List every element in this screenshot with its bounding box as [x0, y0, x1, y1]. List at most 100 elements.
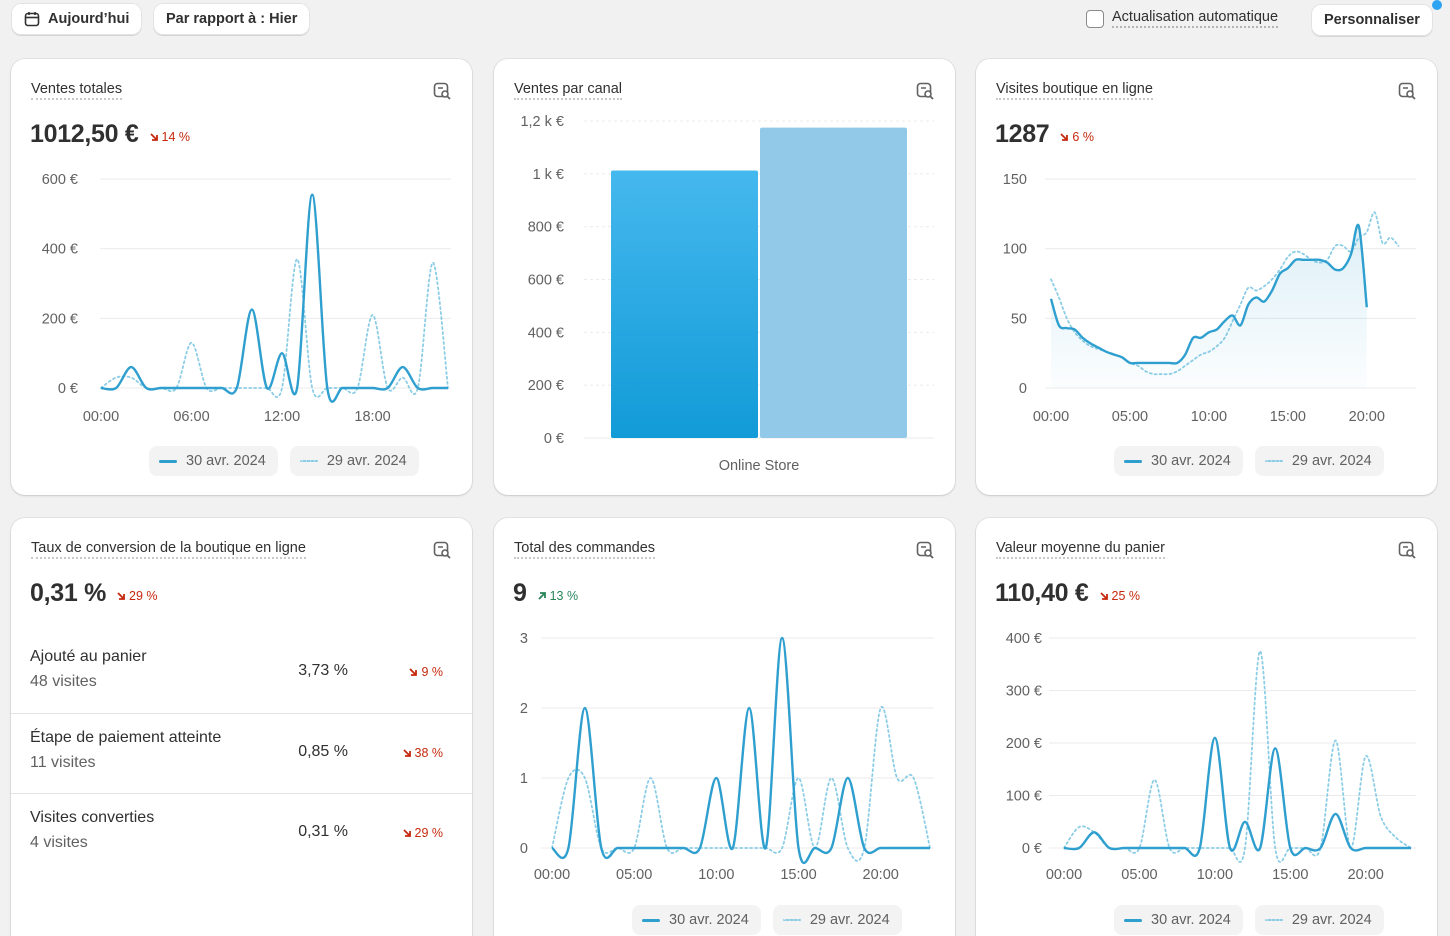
- customize-button[interactable]: Personnaliser: [1311, 4, 1433, 36]
- x-tick-label: 15:00: [1270, 409, 1306, 425]
- y-tick-label: 400 €: [42, 242, 78, 258]
- total-sales-card: Ventes totales 1012,50 € 14 % 0 € 200 € 40…: [11, 59, 472, 495]
- y-tick-label: 0: [520, 841, 528, 857]
- series-line-current: [551, 636, 930, 865]
- funnel-step-delta: 29 %: [402, 826, 444, 840]
- metric-summary: 1287 6 %: [995, 120, 1094, 149]
- compare-button[interactable]: Par rapport à : Hier: [153, 3, 311, 35]
- metric-summary: 1012,50 € 14 %: [30, 120, 190, 149]
- y-tick-label: 0 €: [58, 381, 78, 397]
- legend-previous[interactable]: 29 avr. 2024: [289, 446, 419, 476]
- y-tick-label: 800 €: [528, 220, 564, 236]
- arrow-down-right-icon: [409, 668, 418, 676]
- y-tick-label: 300 €: [1006, 684, 1042, 700]
- date-range-button[interactable]: Aujourd’hui: [11, 3, 143, 35]
- y-tick-label: 1,2 k €: [520, 114, 564, 130]
- explore-report-icon[interactable]: [432, 540, 452, 560]
- legend-previous[interactable]: 29 avr. 2024: [1254, 446, 1384, 476]
- metric-delta-value: 6 %: [1072, 130, 1094, 144]
- y-tick-label: 200 €: [42, 311, 78, 327]
- y-tick-label: 1 k €: [533, 167, 564, 183]
- legend-swatch-solid: [1124, 918, 1142, 922]
- metric-value: 1012,50 €: [30, 120, 139, 148]
- metric-value: 1287: [995, 120, 1050, 148]
- card-title[interactable]: Valeur moyenne du panier: [996, 540, 1166, 559]
- funnel-step-rate: 0,31 %: [298, 823, 348, 840]
- series-line-current: [1049, 223, 1368, 365]
- legend-current-label: 30 avr. 2024: [669, 912, 749, 928]
- metric-summary: 110,40 € 25 %: [995, 579, 1140, 608]
- legend-previous-label: 29 avr. 2024: [326, 453, 407, 469]
- explore-report-icon[interactable]: [1397, 540, 1417, 560]
- y-tick-label: 50: [1011, 311, 1027, 327]
- legend-swatch-solid: [1124, 459, 1142, 463]
- metric-summary: 0,31 % 29 %: [30, 579, 158, 608]
- metric-delta-value: 25 %: [1111, 589, 1141, 603]
- metric-delta: 14 %: [149, 130, 191, 144]
- card-title[interactable]: Ventes par canal: [514, 81, 623, 100]
- calendar-icon: [24, 12, 40, 27]
- card-title[interactable]: Visites boutique en ligne: [996, 81, 1153, 100]
- legend-previous-label: 29 avr. 2024: [1291, 912, 1372, 928]
- funnel-step-name: Ajouté au panier: [30, 648, 147, 665]
- chart-legend: 30 avr. 2024 29 avr. 2024: [632, 905, 902, 935]
- legend-swatch-dotted: [1264, 460, 1283, 462]
- legend-swatch-dotted: [782, 919, 801, 921]
- card-title[interactable]: Ventes totales: [31, 81, 123, 100]
- legend-previous[interactable]: 29 avr. 2024: [1254, 905, 1384, 935]
- legend-current[interactable]: 30 avr. 2024: [632, 905, 761, 935]
- legend-previous-label: 29 avr. 2024: [809, 912, 890, 928]
- auto-refresh-checkbox[interactable]: [1086, 9, 1104, 28]
- x-tick-label: 20:00: [863, 867, 899, 883]
- bar-current: [611, 170, 758, 438]
- auto-refresh-toggle[interactable]: Actualisation automatique: [1086, 9, 1279, 28]
- x-tick-label: 06:00: [173, 409, 209, 425]
- card-title[interactable]: Total des commandes: [514, 540, 656, 559]
- metric-delta: 13 %: [537, 589, 579, 603]
- arrow-up-right-icon: [537, 592, 546, 600]
- explore-report-icon[interactable]: [915, 540, 935, 560]
- arrow-down-right-icon: [402, 829, 411, 837]
- explore-report-icon[interactable]: [1397, 81, 1417, 101]
- x-tick-label: 20:00: [1348, 867, 1384, 883]
- legend-current[interactable]: 30 avr. 2024: [1114, 446, 1243, 476]
- chart-legend: 30 avr. 2024 29 avr. 2024: [1114, 446, 1384, 476]
- metric-value: 110,40 €: [995, 579, 1089, 607]
- funnel-step-rate: 3,73 %: [298, 662, 348, 679]
- legend-current-label: 30 avr. 2024: [1151, 912, 1231, 928]
- arrow-down-right-icon: [149, 133, 158, 141]
- x-tick-label: 10:00: [1191, 409, 1227, 425]
- y-tick-label: 0 €: [1022, 841, 1042, 857]
- funnel-step-delta-value: 9 %: [421, 665, 443, 679]
- funnel-step-name: Visites converties: [30, 809, 155, 826]
- x-tick-label: 12:00: [264, 409, 300, 425]
- bar-previous: [760, 127, 907, 439]
- total-sales-chart: 0 € 200 € 400 € 600 € 00:00 06:00 12:00 18:00: [42, 172, 451, 425]
- online-visits-card: Visites boutique en ligne 1287 6 % 0 50 10…: [976, 59, 1437, 495]
- average-cart-card: Valeur moyenne du panier 110,40 € 25 % 0…: [976, 518, 1437, 936]
- legend-previous[interactable]: 29 avr. 2024: [772, 905, 902, 935]
- metric-delta-value: 13 %: [549, 589, 579, 603]
- average-cart-chart: 0 € 100 € 200 € 300 € 400 € 00:00 05:00 10:00 15…: [1006, 631, 1416, 883]
- conversion-rate-card: Taux de conversion de la boutique en lig…: [11, 518, 472, 936]
- legend-current[interactable]: 30 avr. 2024: [149, 446, 278, 476]
- metric-value: 9: [513, 579, 527, 607]
- funnel-row[interactable]: Étape de paiement atteinte 11 visites 0,…: [11, 713, 472, 793]
- explore-report-icon[interactable]: [915, 81, 935, 101]
- funnel-row[interactable]: Ajouté au panier 48 visites 3,73 % 9 %: [11, 633, 472, 713]
- y-tick-label: 200 €: [1006, 736, 1042, 752]
- series-line-current: [1063, 736, 1411, 857]
- funnel-row[interactable]: Visites converties 4 visites 0,31 % 29 %: [11, 793, 472, 873]
- y-tick-label: 600 €: [528, 273, 564, 289]
- legend-current[interactable]: 30 avr. 2024: [1114, 905, 1243, 935]
- explore-report-icon[interactable]: [432, 81, 452, 101]
- sales-by-channel-chart: 0 € 200 € 400 € 600 € 800 € 1 k € 1,2 k € Onlin…: [520, 114, 934, 474]
- funnel-step-name: Étape de paiement atteinte: [30, 729, 222, 746]
- sales-by-channel-card: Ventes par canal 0 € 200 € 400 € 600 € 800 €…: [494, 59, 955, 495]
- card-title[interactable]: Taux de conversion de la boutique en lig…: [31, 540, 306, 559]
- funnel-step-delta-value: 29 %: [414, 826, 444, 840]
- legend-swatch-solid: [642, 918, 660, 922]
- arrow-down-right-icon: [117, 592, 125, 600]
- metric-summary: 9 13 %: [513, 579, 578, 608]
- metric-delta-value: 14 %: [161, 130, 191, 144]
